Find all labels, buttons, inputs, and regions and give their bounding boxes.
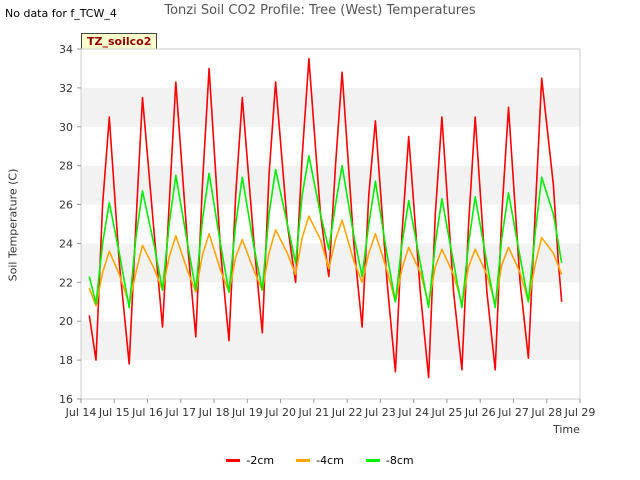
dataset-tag: TZ_soilco2 bbox=[81, 33, 158, 51]
x-tick-label: Jul 21 bbox=[297, 406, 329, 419]
grid-band bbox=[81, 321, 580, 361]
x-tick-label: Jul 23 bbox=[364, 406, 396, 419]
grid-band bbox=[81, 165, 580, 205]
no-data-note: No data for f_TCW_4 bbox=[5, 7, 117, 20]
legend-item-2cm: -2cm bbox=[226, 454, 274, 467]
x-tick-label: Jul 14 bbox=[65, 406, 97, 419]
legend-swatch-2cm bbox=[226, 459, 241, 462]
y-tick-label: 18 bbox=[59, 354, 73, 367]
y-tick-label: 20 bbox=[59, 315, 73, 328]
x-tick-label: Jul 26 bbox=[464, 406, 496, 419]
series-line-8cm bbox=[88, 155, 563, 309]
y-tick-label: 28 bbox=[59, 160, 73, 173]
x-tick-label: Jul 27 bbox=[497, 406, 529, 419]
grid-band bbox=[81, 360, 580, 399]
legend-item-4cm: -4cm bbox=[296, 454, 344, 467]
chart-title: Tonzi Soil CO2 Profile: Tree (West) Temp… bbox=[164, 3, 476, 18]
legend-swatch-8cm bbox=[365, 459, 380, 462]
x-tick-label: Jul 28 bbox=[530, 406, 562, 419]
legend-swatch-4cm bbox=[296, 459, 311, 462]
series-line-4cm bbox=[88, 215, 563, 307]
y-tick-label: 22 bbox=[59, 276, 73, 289]
legend-label-8cm: -8cm bbox=[385, 454, 414, 467]
x-tick-label: Jul 20 bbox=[264, 406, 296, 419]
x-tick-label: Jul 25 bbox=[431, 406, 463, 419]
grid-band bbox=[81, 87, 580, 127]
x-axis-label: Time bbox=[553, 423, 580, 436]
plot-frame bbox=[80, 48, 581, 400]
legend-item-8cm: -8cm bbox=[365, 454, 414, 467]
y-tick-label: 24 bbox=[59, 237, 73, 250]
y-tick-label: 30 bbox=[59, 121, 73, 134]
x-tick-label: Jul 19 bbox=[231, 406, 263, 419]
grid-band bbox=[81, 282, 580, 322]
legend-label-4cm: -4cm bbox=[316, 454, 344, 467]
grid-band bbox=[81, 126, 580, 166]
legend: -2cm -4cm -8cm bbox=[0, 454, 640, 467]
x-tick-label: Jul 17 bbox=[164, 406, 196, 419]
x-tick-label: Jul 18 bbox=[198, 406, 230, 419]
x-tick-label: Jul 16 bbox=[131, 406, 163, 419]
x-tick-label: Jul 29 bbox=[564, 406, 596, 419]
x-tick-label: Jul 15 bbox=[98, 406, 130, 419]
x-tick-label: Jul 24 bbox=[397, 406, 429, 419]
legend-label-2cm: -2cm bbox=[246, 454, 275, 467]
y-tick-label: 26 bbox=[59, 199, 73, 212]
grid-band bbox=[81, 49, 580, 88]
x-tick-label: Jul 22 bbox=[331, 406, 363, 419]
y-tick-label: 16 bbox=[59, 393, 73, 406]
y-tick-label: 32 bbox=[59, 82, 73, 95]
y-tick-label: 34 bbox=[59, 43, 73, 56]
